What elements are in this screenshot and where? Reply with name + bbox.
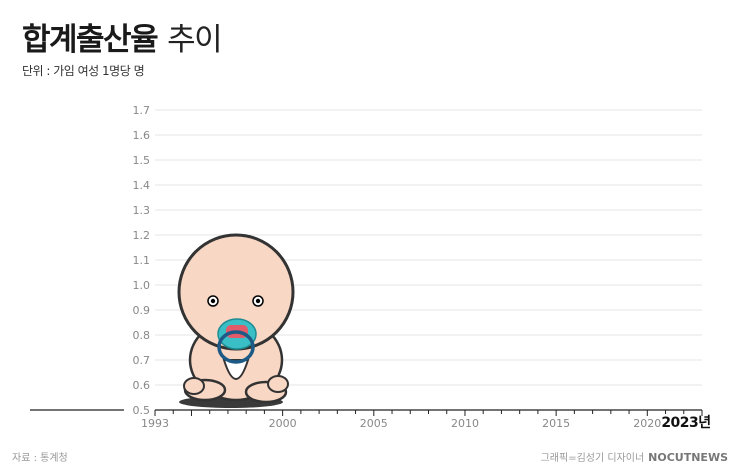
baby-with-pacifier-icon [177, 233, 295, 408]
right-pupil [255, 298, 261, 304]
pacifier-ring [217, 330, 255, 364]
x-tick-label: 2015 [542, 417, 570, 430]
y-tick-label: 1.3 [133, 204, 151, 217]
x-tick-label: 1993 [141, 417, 169, 430]
y-tick-label: 0.9 [133, 304, 151, 317]
chart-area: 0.50.60.70.80.91.01.11.21.31.41.51.61.7 … [30, 104, 711, 431]
designer-credit: 그래픽=김성기 디자이너 [540, 453, 645, 464]
x-tick-labels: 1993 2000 2005 2010 2015 2020 2023년 [141, 415, 711, 431]
y-tick-label: 1.0 [133, 279, 151, 292]
x-tick-label: 2005 [360, 417, 388, 430]
chart-title-light: 추이 [167, 22, 223, 58]
x-axis [30, 409, 703, 416]
y-tick-label: 1.5 [133, 154, 151, 167]
left-hand [183, 377, 205, 395]
y-tick-labels: 0.5 0.6 0.7 0.8 0.9 1.0 1.1 1.2 1.3 1.4 1.5 1.6 1.7 [133, 104, 151, 417]
x-tick-label: 2000 [269, 417, 297, 430]
y-tick-label: 1.7 [133, 104, 151, 117]
chart-title-bold: 합계출산율 [22, 22, 159, 58]
left-pupil [210, 298, 216, 304]
right-hand [267, 375, 289, 393]
x-tick-label: 2020 [633, 417, 661, 430]
unit-label: 단위 : 가임 여성 1명당 명 [22, 64, 145, 78]
credit-label: 그래픽=김성기 디자이너 NOCUTNEWS [541, 449, 728, 464]
y-tick-label: 0.5 [133, 404, 151, 417]
y-tick-label: 1.1 [133, 254, 151, 267]
y-tick-label: 1.6 [133, 129, 151, 142]
source-label: 자료 : 통계청 [12, 453, 68, 464]
y-tick-label: 0.6 [133, 379, 151, 392]
chart-title: 합계출산율 추이 [22, 14, 223, 59]
y-tick-label: 0.7 [133, 354, 151, 367]
y-tick-label: 1.4 [133, 179, 151, 192]
x-tick-label: 2023년 [661, 415, 710, 431]
diaper [222, 359, 250, 380]
y-tick-label: 1.2 [133, 229, 151, 242]
nocut-news-logo: NOCUTNEWS [648, 451, 728, 464]
y-tick-label: 0.8 [133, 329, 151, 342]
x-tick-label: 2010 [451, 417, 479, 430]
